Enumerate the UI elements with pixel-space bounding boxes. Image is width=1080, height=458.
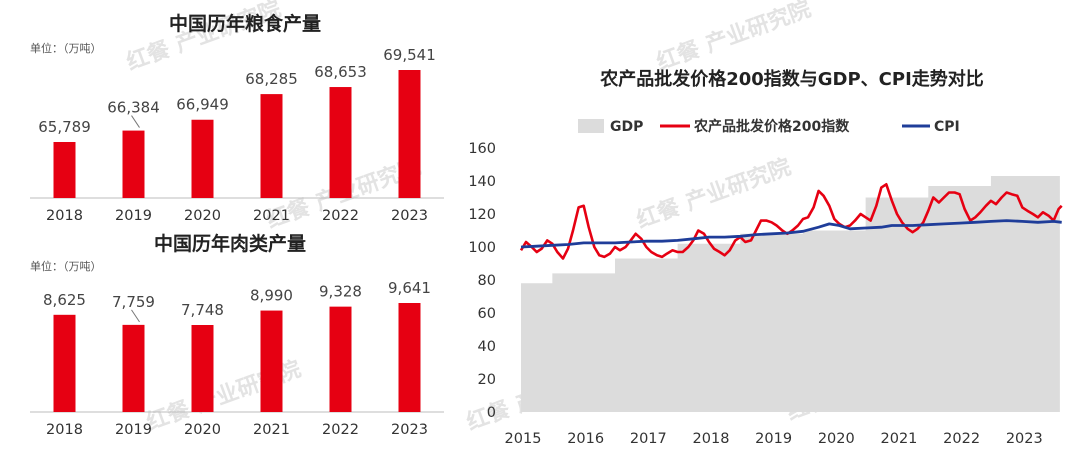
legend-label-agri-index: 农产品批发价格200指数 (693, 118, 850, 135)
bar (260, 94, 283, 198)
cpi-line (520, 219, 1062, 249)
x-tick-label: 2016 (567, 431, 604, 447)
watermark-text: 产业研究院 (702, 0, 814, 58)
bar (260, 310, 283, 412)
gdp-area (521, 176, 1060, 412)
bar (191, 325, 214, 412)
bar-series: 8,625 2018 7,759 2019 7,748 2020 8,990 2021 9,32… (30, 279, 444, 438)
data-label: 7,759 (112, 293, 155, 311)
data-label: 65,789 (38, 118, 91, 136)
bar (398, 303, 421, 412)
chart-title: 农产品批发价格200指数与GDP、CPI走势对比 (599, 68, 984, 90)
unit-label: 单位：（万吨） (30, 259, 102, 273)
data-label: 9,641 (388, 279, 431, 297)
bar (122, 324, 145, 412)
watermark-text: 产业研究院 (682, 154, 794, 216)
x-tick-label: 2020 (184, 422, 221, 438)
grain-production-chart: 中国历年粮食产量 单位：（万吨） 65,789 2018 66,384 2019 66,… (30, 12, 444, 224)
x-tick-label: 2017 (630, 431, 667, 447)
data-label: 69,541 (383, 46, 436, 64)
price-index-chart: 农产品批发价格200指数与GDP、CPI走势对比 GDP 农产品批发价格200指… (468, 68, 1063, 447)
x-tick-label: 2023 (391, 208, 428, 224)
y-tick-label: 120 (468, 207, 496, 223)
legend: GDP 农产品批发价格200指数 CPI (578, 118, 960, 135)
data-label: 8,625 (43, 291, 86, 309)
bar (398, 70, 421, 198)
watermark-brand: 红餐 (123, 36, 174, 76)
chart-title: 中国历年粮食产量 (169, 12, 321, 35)
x-tick-label: 2019 (115, 422, 152, 438)
agri-index-line (519, 183, 1063, 260)
chart-title: 中国历年肉类产量 (154, 232, 306, 255)
x-tick-label: 2019 (115, 208, 152, 224)
x-tick-label: 2018 (46, 208, 83, 224)
y-tick-label: 20 (478, 372, 496, 388)
x-tick-label: 2015 (505, 431, 542, 447)
watermark-brand: 红餐 (633, 194, 684, 234)
meat-production-chart: 中国历年肉类产量 单位：（万吨） 8,625 2018 7,759 2019 7,748… (30, 232, 444, 438)
x-tick-label: 2020 (818, 431, 855, 447)
y-tick-label: 100 (468, 240, 496, 256)
bar-series: 65,789 2018 66,384 2019 66,949 2020 68,285 2021… (30, 46, 444, 224)
unit-label: 单位：（万吨） (30, 41, 102, 55)
watermark: 红餐 产业研究院 (123, 0, 284, 76)
watermark: 红餐 产业研究院 (653, 0, 814, 76)
data-label: 68,285 (245, 70, 298, 88)
data-label: 7,748 (181, 301, 224, 319)
line-chart-marks: 0 20 40 60 80 100 120 140 160 2015 2016 2017 2018 201… (468, 141, 1063, 447)
bar (329, 87, 352, 198)
legend-label-gdp: GDP (610, 119, 643, 135)
bar (191, 119, 214, 198)
bar (53, 314, 76, 412)
y-tick-label: 40 (478, 339, 496, 355)
y-tick-label: 140 (468, 174, 496, 190)
data-label: 66,384 (107, 99, 160, 117)
x-tick-label: 2021 (881, 431, 918, 447)
data-label: 68,653 (314, 63, 367, 81)
y-tick-label: 60 (478, 306, 496, 322)
bar (53, 142, 76, 198)
legend-label-cpi: CPI (934, 119, 960, 135)
bar (122, 130, 145, 198)
data-label: 66,949 (176, 96, 229, 114)
x-tick-label: 2022 (943, 431, 980, 447)
y-tick-label: 80 (478, 273, 496, 289)
bar (329, 306, 352, 412)
y-tick-label: 160 (468, 141, 496, 157)
y-tick-label: 0 (487, 405, 496, 421)
x-tick-label: 2023 (391, 422, 428, 438)
x-tick-label: 2018 (693, 431, 730, 447)
x-tick-label: 2019 (755, 431, 792, 447)
leader-line (131, 115, 140, 128)
leader-line (131, 309, 140, 323)
x-tick-label: 2021 (253, 422, 290, 438)
x-tick-label: 2018 (46, 422, 83, 438)
x-tick-label: 2022 (322, 208, 359, 224)
x-tick-label: 2020 (184, 208, 221, 224)
x-tick-label: 2023 (1006, 431, 1043, 447)
data-label: 8,990 (250, 287, 293, 305)
x-tick-label: 2021 (253, 208, 290, 224)
legend-swatch-gdp (578, 119, 604, 133)
data-label: 9,328 (319, 283, 362, 301)
x-tick-label: 2022 (322, 422, 359, 438)
